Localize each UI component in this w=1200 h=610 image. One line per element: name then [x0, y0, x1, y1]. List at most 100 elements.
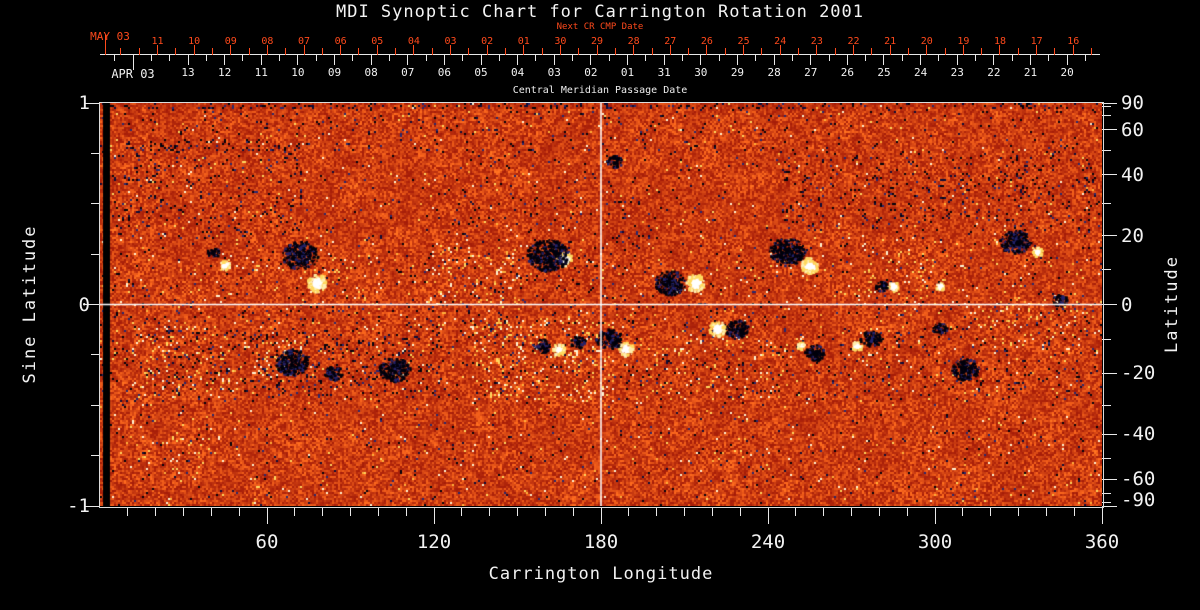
lon-tick — [294, 507, 296, 516]
lon-tick-label: 300 — [917, 531, 953, 553]
date-label-red: 11 — [151, 36, 164, 47]
lon-tick — [155, 507, 157, 516]
date-tick-red — [669, 44, 671, 55]
date-tick-red — [559, 44, 561, 55]
sine-minor-tick — [91, 253, 100, 255]
lon-tick — [906, 507, 908, 516]
lon-tick — [322, 507, 324, 516]
date-tick-white — [315, 55, 317, 61]
date-tick-red — [743, 44, 745, 55]
lat-minor-tick — [1102, 493, 1111, 495]
sine-tick-label: -1 — [67, 495, 90, 517]
date-tick-red — [321, 47, 323, 55]
lon-tick — [489, 507, 491, 516]
date-label-red: 16 — [1067, 36, 1080, 47]
date-label-white: 24 — [913, 66, 928, 79]
date-label-white: 25 — [877, 66, 891, 79]
date-tick-red — [999, 44, 1001, 55]
lat-major-tick — [1102, 235, 1117, 237]
date-label-white: 23 — [950, 66, 964, 79]
lon-tick — [851, 507, 852, 516]
date-label-red: 08 — [261, 36, 274, 47]
date-tick-red — [211, 47, 213, 55]
date-label-white: 21 — [1023, 66, 1038, 79]
date-label-red: 28 — [627, 36, 640, 47]
lon-tick — [572, 507, 574, 516]
date-tick-red — [523, 44, 525, 55]
lon-tick — [461, 507, 463, 516]
lon-tick — [1073, 507, 1075, 516]
date-tick-white — [663, 55, 665, 65]
date-tick-red — [944, 47, 946, 55]
date-tick-red — [614, 47, 616, 55]
date-label-white: 07 — [401, 66, 415, 79]
month-start-tick-white — [132, 55, 134, 70]
date-tick-red — [450, 44, 452, 55]
date-tick-white — [608, 55, 610, 61]
lat-major-tick — [1102, 174, 1117, 176]
date-label-white: 30 — [694, 66, 708, 79]
lon-tick — [990, 507, 992, 516]
date-tick-red — [248, 47, 250, 55]
magnetogram-map — [100, 103, 1102, 506]
lon-tick — [405, 507, 407, 516]
cmp-date-label: Central Meridian Passage Date — [512, 85, 688, 96]
date-label-red: 01 — [517, 36, 530, 47]
lat-minor-tick — [1102, 114, 1111, 116]
date-tick-red — [889, 44, 891, 55]
lon-tick — [934, 507, 936, 524]
date-tick-white — [242, 55, 244, 61]
lon-tick-label: 180 — [583, 531, 619, 553]
date-tick-red — [120, 47, 122, 55]
date-tick-red — [871, 47, 873, 55]
date-label-white: 10 — [291, 66, 305, 79]
date-tick-white — [187, 55, 189, 65]
date-tick-red — [907, 47, 909, 55]
date-label-red: 10 — [188, 36, 201, 47]
lon-tick — [711, 507, 713, 516]
lon-tick — [210, 507, 212, 516]
date-tick-white — [645, 55, 647, 61]
date-tick-white — [700, 55, 702, 65]
date-label-white: 22 — [987, 66, 1001, 79]
date-label-red: 21 — [884, 36, 897, 47]
lat-tick-label: -40 — [1121, 423, 1156, 446]
date-tick-red — [358, 47, 360, 55]
date-label-white: 26 — [840, 66, 854, 79]
date-label-white: 05 — [474, 66, 488, 79]
date-tick-white — [1066, 55, 1068, 65]
date-label-white: 01 — [620, 66, 635, 79]
date-tick-white — [920, 55, 922, 65]
red-month-label: MAY 03 — [90, 30, 130, 43]
date-tick-white — [462, 55, 464, 61]
date-tick-white — [370, 55, 372, 65]
date-tick-red — [724, 47, 726, 55]
date-tick-white — [388, 55, 390, 61]
date-tick-white — [1029, 55, 1031, 65]
chart-title: MDI Synoptic Chart for Carrington Rotati… — [335, 2, 865, 22]
date-tick-red — [962, 44, 964, 55]
date-tick-red — [816, 44, 818, 55]
date-label-white: 09 — [327, 66, 342, 79]
date-tick-red — [230, 44, 232, 55]
date-tick-red — [834, 47, 836, 55]
date-label-white: 02 — [584, 66, 598, 79]
date-label-red: 02 — [481, 36, 494, 47]
lon-tick — [767, 507, 769, 524]
lat-major-tick — [1102, 304, 1117, 305]
date-tick-red — [1091, 47, 1093, 55]
sine-minor-tick — [91, 354, 100, 356]
sine-major-tick — [85, 304, 100, 305]
lat-tick-label: 90 — [1121, 92, 1144, 114]
lon-tick — [127, 507, 129, 516]
lat-tick-label: 40 — [1121, 163, 1144, 186]
lon-tick — [684, 507, 685, 516]
sine-major-tick — [85, 102, 100, 104]
date-tick-white — [352, 55, 354, 61]
lon-tick — [878, 507, 880, 516]
date-tick-white — [627, 55, 629, 65]
date-tick-white — [260, 55, 262, 65]
lon-tick — [377, 507, 379, 516]
date-tick-red — [468, 47, 470, 55]
